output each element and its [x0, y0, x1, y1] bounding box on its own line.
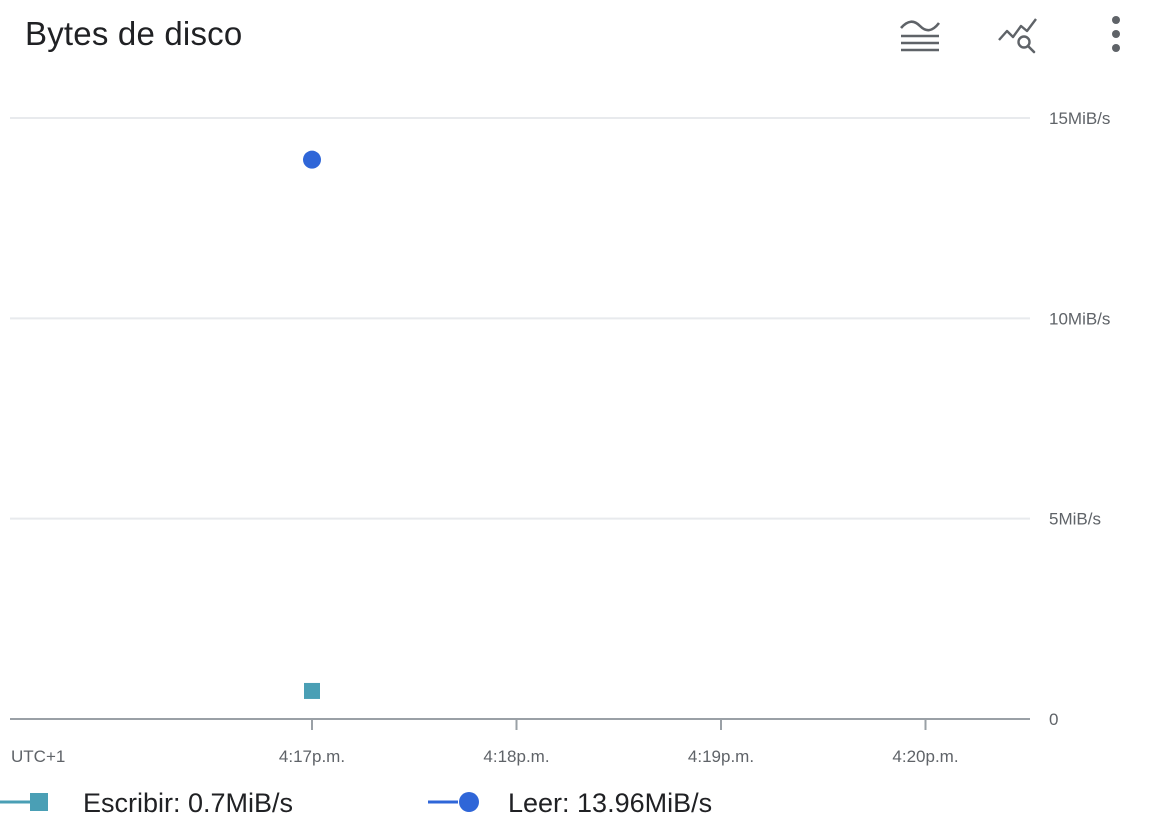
- legend-marker-leer: [459, 792, 479, 812]
- x-tick-label: 4:18p.m.: [483, 747, 549, 766]
- y-tick-label: 0: [1049, 710, 1058, 729]
- x-tick-label: 4:19p.m.: [688, 747, 754, 766]
- chart-title: Bytes de disco: [25, 15, 243, 52]
- y-tick-label: 10MiB/s: [1049, 309, 1110, 328]
- data-point-leer: [303, 150, 321, 169]
- legend-item-leer: Leer: 13.96MiB/s: [508, 788, 712, 818]
- x-tick-label: 4:20p.m.: [892, 747, 958, 766]
- legend-toggle-icon[interactable]: [896, 10, 944, 58]
- legend-item-escribir: Escribir: 0.7MiB/s: [83, 788, 293, 818]
- more-vert-icon[interactable]: [1092, 10, 1140, 58]
- y-tick-label: 15MiB/s: [1049, 109, 1110, 128]
- data-point-escribir: [304, 682, 320, 699]
- x-tick-label: 4:17p.m.: [279, 747, 345, 766]
- legend-marker-escribir: [30, 793, 48, 811]
- explore-chart-icon[interactable]: [994, 10, 1042, 58]
- y-tick-label: 5MiB/s: [1049, 510, 1101, 529]
- timezone-label: UTC+1: [11, 747, 65, 766]
- chart-header: Bytes de disco: [0, 0, 1170, 72]
